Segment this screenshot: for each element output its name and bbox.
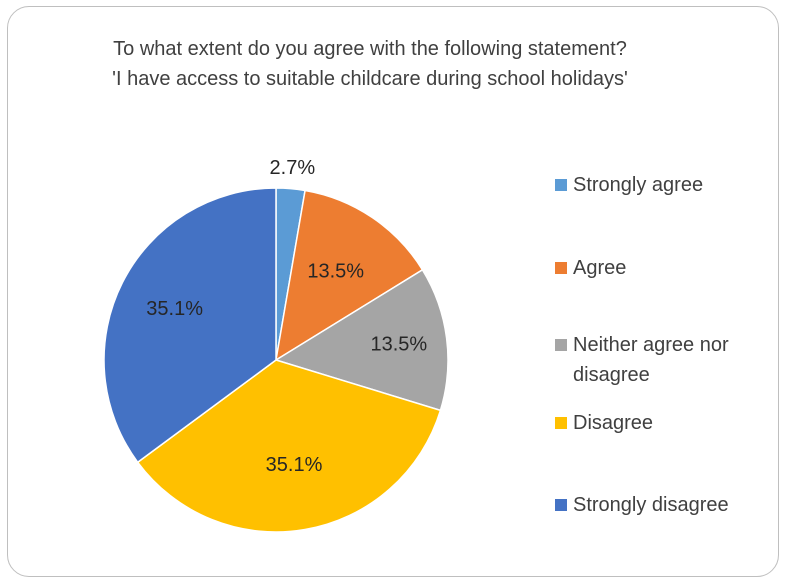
pie-slices bbox=[103, 187, 449, 533]
data-label: 2.7% bbox=[270, 157, 316, 179]
pie-slice-neither-agree-nor-disagree bbox=[274, 268, 449, 412]
pie-slice-strongly-disagree bbox=[103, 187, 277, 464]
legend-label: Disagree bbox=[573, 412, 654, 434]
data-label: 35.1% bbox=[266, 454, 323, 476]
legend-label: Strongly agree bbox=[573, 174, 704, 196]
data-label: 13.5% bbox=[370, 333, 427, 355]
chart-title: To what extent do you agree with the fol… bbox=[112, 38, 628, 90]
legend-label: Agree bbox=[573, 257, 627, 279]
legend-swatch bbox=[555, 179, 567, 191]
data-label: 13.5% bbox=[307, 261, 364, 283]
pie-slice-agree bbox=[274, 189, 424, 362]
legend-swatch bbox=[555, 339, 567, 351]
legend-swatch bbox=[555, 417, 567, 429]
pie-slice-disagree bbox=[136, 359, 442, 533]
legend-swatch bbox=[555, 499, 567, 511]
data-label: 35.1% bbox=[146, 298, 203, 320]
legend-label: Neither agree nor disagree bbox=[573, 334, 729, 386]
data-labels: 2.7% 13.5% 13.5% 35.1% 35.1% bbox=[146, 157, 427, 476]
legend-swatch bbox=[555, 262, 567, 274]
legend-label: Strongly disagree bbox=[573, 494, 729, 516]
